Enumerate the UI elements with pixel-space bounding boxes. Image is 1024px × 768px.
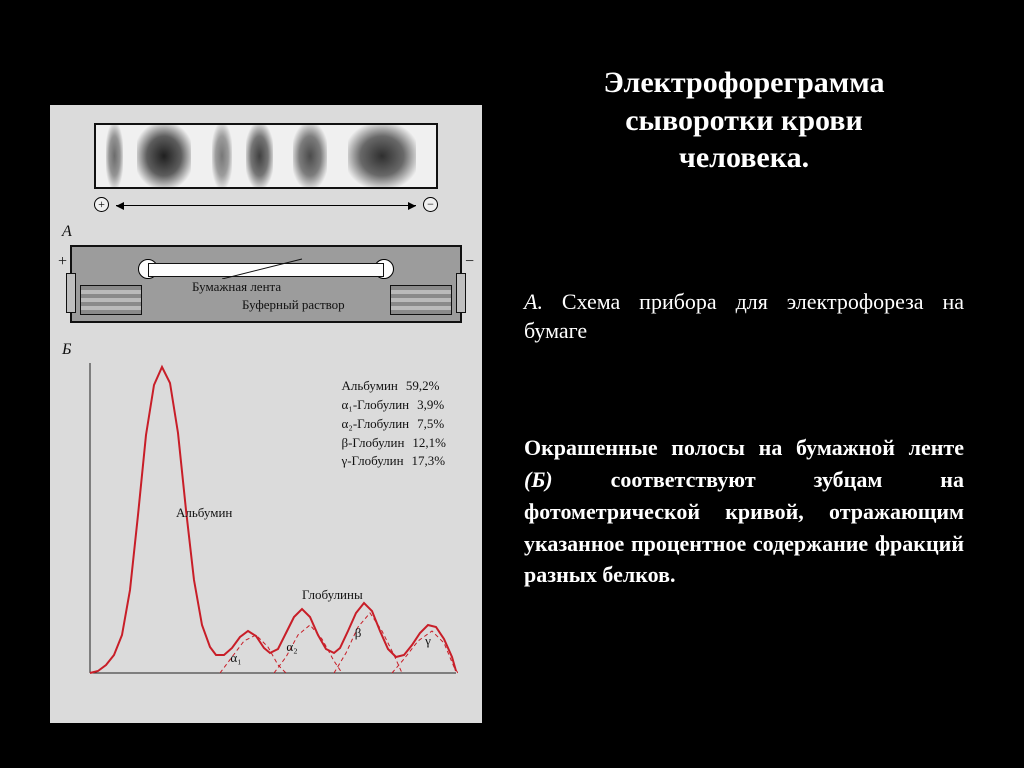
desc-pre: Окрашенные полосы на бумажной ленте <box>524 435 964 460</box>
desc-post: соответствуют зубцам на фотометрической … <box>524 467 964 588</box>
peak-label: γ <box>424 633 431 648</box>
caption-a: А. Схема прибора для электрофореза на бу… <box>524 287 964 346</box>
legend: Альбумин 59,2% α₁-Глобулин 3,9% α₂-Глобулин 7… <box>341 377 446 471</box>
minus-sign: − <box>423 197 438 212</box>
caption-a-lead: А. <box>524 289 543 314</box>
peak-label: α₂ <box>286 639 297 654</box>
legend-row: Альбумин 59,2% <box>341 377 446 396</box>
buffer-bath-left <box>80 285 142 315</box>
densitometry-chart: α₁ α₂ β γ Альбумин 59,2% α₁-Глобулин 3,9% α₂-Гл… <box>78 355 458 705</box>
legend-value: 12,1% <box>412 435 446 450</box>
gel-strip <box>94 123 438 189</box>
legend-value: 3,9% <box>417 397 444 412</box>
figure-panel: + − А + Бумажная лента Буферный раствор … <box>50 105 482 723</box>
buffer-label: Буферный раствор <box>242 297 345 313</box>
peak-label: β <box>355 625 362 640</box>
right-text-column: Электрофореграммасыворотки кровичеловека… <box>524 64 964 591</box>
legend-value: 17,3% <box>412 453 446 468</box>
legend-value: 7,5% <box>417 416 444 431</box>
legend-row: α₁-Глобулин 3,9% <box>341 396 446 415</box>
legend-row: γ-Глобулин 17,3% <box>341 452 446 471</box>
electrode-left <box>66 273 76 313</box>
gel-band <box>106 125 123 187</box>
buffer-bath-right <box>390 285 452 315</box>
leader-line <box>222 257 312 279</box>
legend-name: β-Глобулин <box>341 434 404 453</box>
albumin-peak-label: Альбумин <box>176 505 232 521</box>
paper-strip-label: Бумажная лента <box>192 279 281 295</box>
globulins-group-label: Глобулины <box>302 587 363 603</box>
legend-name: α₁-Глобулин <box>341 396 409 415</box>
apparatus-schematic: Бумажная лента Буферный раствор <box>70 245 462 323</box>
gel-direction-arrow: + − <box>94 197 438 215</box>
legend-name: α₂-Глобулин <box>341 415 409 434</box>
legend-value: 59,2% <box>406 378 440 393</box>
legend-name: Альбумин <box>341 377 397 396</box>
gel-band <box>212 125 232 187</box>
legend-row: β-Глобулин 12,1% <box>341 434 446 453</box>
gel-band <box>246 125 273 187</box>
apparatus-minus: − <box>465 253 474 271</box>
peak-label: α₁ <box>230 650 241 665</box>
electrode-right <box>456 273 466 313</box>
legend-row: α₂-Глобулин 7,5% <box>341 415 446 434</box>
gel-band <box>348 125 416 187</box>
panel-label-b: Б <box>62 341 71 359</box>
apparatus-plus: + <box>58 253 67 271</box>
description: Окрашенные полосы на бумажной ленте (Б) … <box>524 432 964 591</box>
gel-band <box>293 125 327 187</box>
desc-em: (Б) <box>524 467 553 492</box>
gel-band <box>137 125 191 187</box>
panel-label-a: А <box>62 223 72 241</box>
slide-title: Электрофореграммасыворотки кровичеловека… <box>524 64 964 177</box>
plus-sign: + <box>94 197 109 212</box>
legend-name: γ-Глобулин <box>341 452 403 471</box>
caption-a-text: Схема прибора для электрофореза на бумаг… <box>524 289 964 344</box>
